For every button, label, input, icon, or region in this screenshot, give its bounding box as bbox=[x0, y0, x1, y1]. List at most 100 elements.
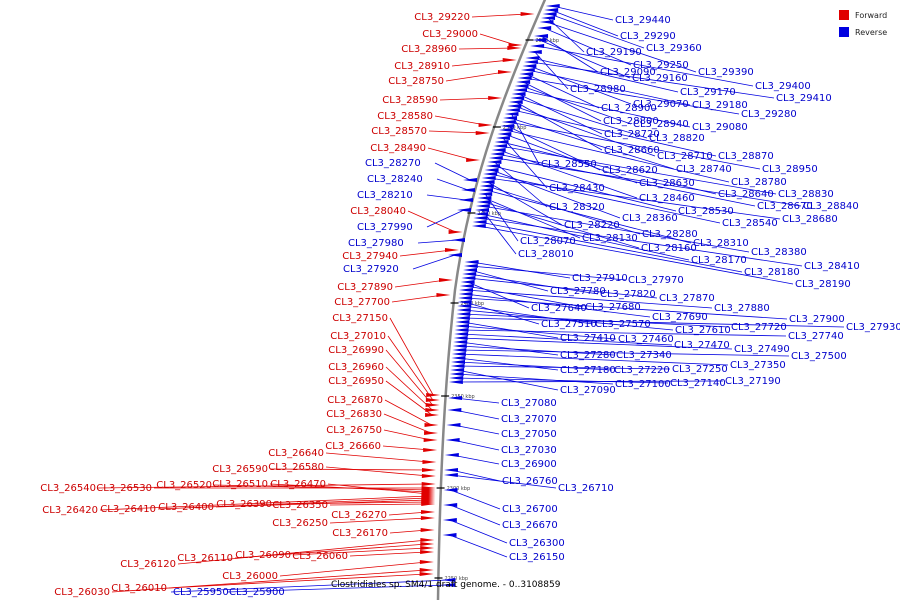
kbp-tick-label: 2500 kbp bbox=[503, 125, 527, 131]
reverse-gene-arrow bbox=[448, 380, 463, 384]
reverse-leader-line bbox=[534, 51, 569, 90]
reverse-leader-line bbox=[463, 309, 674, 331]
forward-gene-label: CL3_26960 bbox=[328, 362, 384, 373]
reverse-leader-line bbox=[543, 27, 632, 66]
reverse-leader-line bbox=[481, 209, 517, 255]
reverse-gene-label: CL3_25900 bbox=[229, 587, 285, 598]
kbp-tick-label: 2300 kbp bbox=[447, 486, 471, 492]
reverse-gene-label: CL3_28830 bbox=[778, 189, 834, 200]
reverse-gene-arrow bbox=[456, 308, 471, 312]
reverse-gene-arrow bbox=[478, 192, 493, 196]
reverse-gene-arrow bbox=[532, 38, 547, 42]
reverse-leader-line bbox=[485, 189, 692, 244]
forward-gene-arrow bbox=[421, 502, 436, 506]
reverse-leader-line bbox=[449, 534, 508, 558]
forward-gene-label: CL3_26950 bbox=[328, 376, 384, 387]
forward-gene-arrow bbox=[520, 12, 535, 16]
reverse-gene-arrow bbox=[487, 160, 502, 164]
forward-gene-arrow bbox=[507, 46, 522, 50]
reverse-gene-label: CL3_28460 bbox=[639, 193, 695, 204]
reverse-leader-line bbox=[417, 239, 459, 244]
reverse-gene-arrow bbox=[464, 260, 479, 264]
forward-gene-arrow bbox=[420, 542, 435, 546]
reverse-gene-arrow bbox=[501, 120, 516, 124]
gene-labels: CL3_29220 CL3_29000 CL3_28960 CL3_28910 CL3_… bbox=[40, 12, 900, 598]
reverse-leader-line bbox=[501, 141, 717, 195]
reverse-gene-label: CL3_28710 bbox=[657, 151, 713, 162]
forward-gene-label: CL3_26750 bbox=[326, 425, 382, 436]
reverse-leader-line bbox=[461, 329, 787, 337]
reverse-gene-arrow bbox=[508, 100, 523, 104]
reverse-gene-arrow bbox=[457, 208, 471, 212]
reverse-leader-line bbox=[461, 333, 673, 346]
reverse-leader-line bbox=[458, 357, 559, 371]
forward-gene-arrow bbox=[425, 413, 440, 417]
forward-leader-line bbox=[177, 539, 428, 565]
reverse-gene-label: CL3_27140 bbox=[670, 378, 726, 389]
reverse-gene-label: CL3_29360 bbox=[646, 43, 702, 54]
reverse-gene-label: CL3_28430 bbox=[549, 183, 605, 194]
reverse-gene-arrow bbox=[534, 34, 549, 38]
reverse-gene-arrow bbox=[451, 356, 466, 360]
reverse-leader-line bbox=[521, 85, 632, 125]
reverse-gene-label: CL3_28670 bbox=[757, 201, 813, 212]
reverse-leader-line bbox=[490, 173, 721, 224]
forward-gene-label: CL3_26350 bbox=[272, 500, 328, 511]
forward-gene-label: CL3_26060 bbox=[292, 551, 348, 562]
legend-forward-swatch bbox=[839, 10, 849, 20]
forward-gene-label: CL3_26120 bbox=[120, 559, 176, 570]
reverse-gene-label: CL3_27610 bbox=[675, 325, 731, 336]
reverse-gene-arrow bbox=[441, 583, 456, 587]
reverse-gene-arrow bbox=[441, 578, 456, 582]
reverse-gene-label: CL3_28620 bbox=[602, 165, 658, 176]
reverse-gene-label: CL3_28640 bbox=[718, 189, 774, 200]
reverse-gene-label: CL3_27470 bbox=[674, 340, 730, 351]
reverse-gene-label: CL3_29090 bbox=[600, 67, 656, 78]
reverse-gene-label: CL3_27100 bbox=[615, 379, 671, 390]
reverse-gene-label: CL3_26710 bbox=[558, 483, 614, 494]
forward-leader-line bbox=[325, 452, 430, 463]
reverse-gene-label: CL3_27930 bbox=[846, 322, 900, 333]
reverse-gene-label: CL3_27980 bbox=[348, 238, 404, 249]
reverse-gene-label: CL3_28240 bbox=[367, 174, 423, 185]
forward-gene-arrow bbox=[419, 568, 434, 572]
legend-reverse-label: Reverse bbox=[855, 28, 887, 37]
forward-gene-label: CL3_26410 bbox=[100, 504, 156, 515]
reverse-leader-line bbox=[460, 337, 733, 350]
reverse-gene-arrow bbox=[483, 172, 498, 176]
forward-gene-arrow bbox=[425, 403, 440, 407]
forward-gene-label: CL3_27890 bbox=[337, 282, 393, 293]
forward-leader-line bbox=[385, 366, 433, 411]
reverse-leader-line bbox=[453, 424, 500, 435]
reverse-gene-label: CL3_28380 bbox=[751, 247, 807, 258]
reverse-gene-arrow bbox=[445, 438, 460, 442]
forward-leader-line bbox=[325, 466, 429, 477]
reverse-leader-line bbox=[483, 201, 640, 249]
gene-arrows bbox=[419, 4, 560, 587]
reverse-gene-arrow bbox=[479, 184, 494, 188]
forward-gene-arrow bbox=[439, 278, 453, 282]
reverse-gene-label: CL3_27970 bbox=[628, 275, 684, 286]
reverse-gene-arrow bbox=[455, 324, 469, 328]
reverse-leader-line bbox=[491, 169, 621, 219]
reverse-leader-line bbox=[466, 285, 584, 308]
reverse-leader-line bbox=[463, 313, 730, 328]
forward-leader-line bbox=[384, 399, 432, 426]
reverse-gene-label: CL3_28530 bbox=[678, 206, 734, 217]
forward-gene-label: CL3_27010 bbox=[330, 331, 386, 342]
reverse-leader-line bbox=[495, 157, 802, 207]
forward-leader-line bbox=[387, 335, 434, 401]
forward-leader-line bbox=[273, 501, 429, 505]
reverse-gene-arrow bbox=[444, 453, 459, 457]
reverse-leader-line bbox=[450, 504, 501, 526]
forward-leader-line bbox=[399, 249, 453, 257]
reverse-leader-line bbox=[412, 254, 456, 270]
reverse-gene-label: CL3_28540 bbox=[722, 218, 778, 229]
kbp-tick-label: 2450 kbp bbox=[477, 211, 501, 217]
reverse-gene-label: CL3_27780 bbox=[550, 286, 606, 297]
forward-gene-label: CL3_27940 bbox=[342, 251, 398, 262]
reverse-gene-label: CL3_25950 bbox=[173, 587, 229, 598]
forward-gene-arrow bbox=[478, 123, 493, 127]
map-caption: Clostridiales sp. SM4/1 draft genome. - … bbox=[331, 580, 561, 590]
reverse-leader-line bbox=[449, 519, 508, 544]
